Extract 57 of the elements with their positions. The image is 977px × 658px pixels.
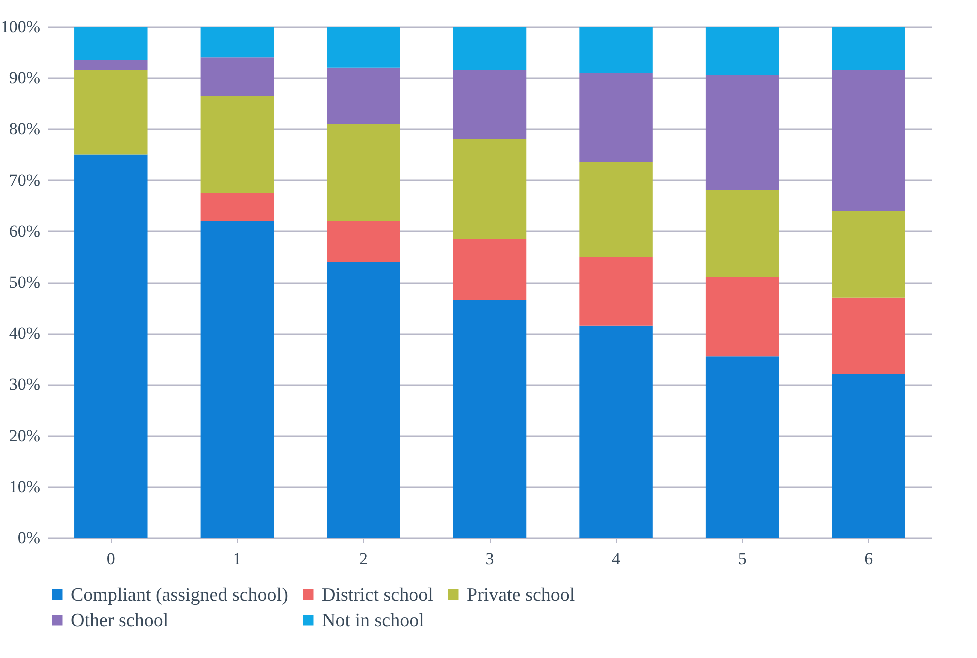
y-tick-label: 10% (9, 477, 40, 496)
bar (580, 27, 653, 73)
bar (832, 70, 906, 211)
bar (327, 262, 400, 538)
legend-label: Other school (71, 610, 169, 632)
bar (580, 326, 653, 538)
bar (200, 193, 274, 222)
bar (453, 300, 527, 538)
bar (327, 68, 400, 124)
bar (74, 154, 148, 538)
bar (580, 162, 653, 257)
x-tick-label: 2 (359, 550, 368, 568)
bar (327, 221, 400, 262)
legend-label: District school (322, 584, 434, 606)
bar (74, 60, 148, 70)
bar (200, 58, 274, 96)
y-tick-label: 90% (9, 68, 40, 88)
bar (580, 256, 653, 326)
bar (74, 27, 148, 60)
y-tick-label: 30% (9, 375, 40, 394)
x-tick-label: 6 (864, 550, 874, 568)
bar (580, 72, 653, 162)
bar (706, 76, 780, 191)
bar (706, 27, 780, 76)
y-tick-label: 50% (9, 273, 40, 292)
bar (706, 277, 780, 357)
bar (327, 27, 400, 68)
x-tick-label: 1 (233, 550, 242, 568)
y-tick-label: 20% (9, 426, 40, 446)
y-tick-label: 70% (9, 170, 40, 190)
bar (453, 239, 527, 300)
y-tick-label: 60% (9, 222, 40, 241)
legend-label: Private school (467, 584, 576, 606)
bar (453, 27, 527, 70)
y-tick-label: 80% (9, 120, 40, 139)
legend-label: Not in school (322, 610, 424, 632)
y-tick-label: 100% (0, 18, 40, 36)
bar (832, 210, 906, 298)
bar (832, 374, 906, 538)
legend-label: Compliant (assigned school) (71, 584, 288, 606)
y-tick-label: 40% (9, 324, 40, 344)
bar (200, 221, 274, 538)
x-tick-label: 4 (612, 550, 622, 568)
x-tick-label: 3 (486, 550, 494, 568)
bar (706, 190, 780, 278)
x-tick-label: 5 (738, 550, 747, 568)
x-tick-label: 0 (106, 550, 116, 568)
bar (453, 70, 527, 140)
bar (327, 124, 400, 222)
bar (200, 27, 274, 58)
y-tick-label: 0% (18, 528, 40, 548)
bar (832, 298, 906, 374)
bar (74, 70, 148, 155)
bar (200, 96, 274, 194)
bar (453, 139, 527, 240)
bar (706, 356, 780, 538)
bar (832, 27, 906, 70)
